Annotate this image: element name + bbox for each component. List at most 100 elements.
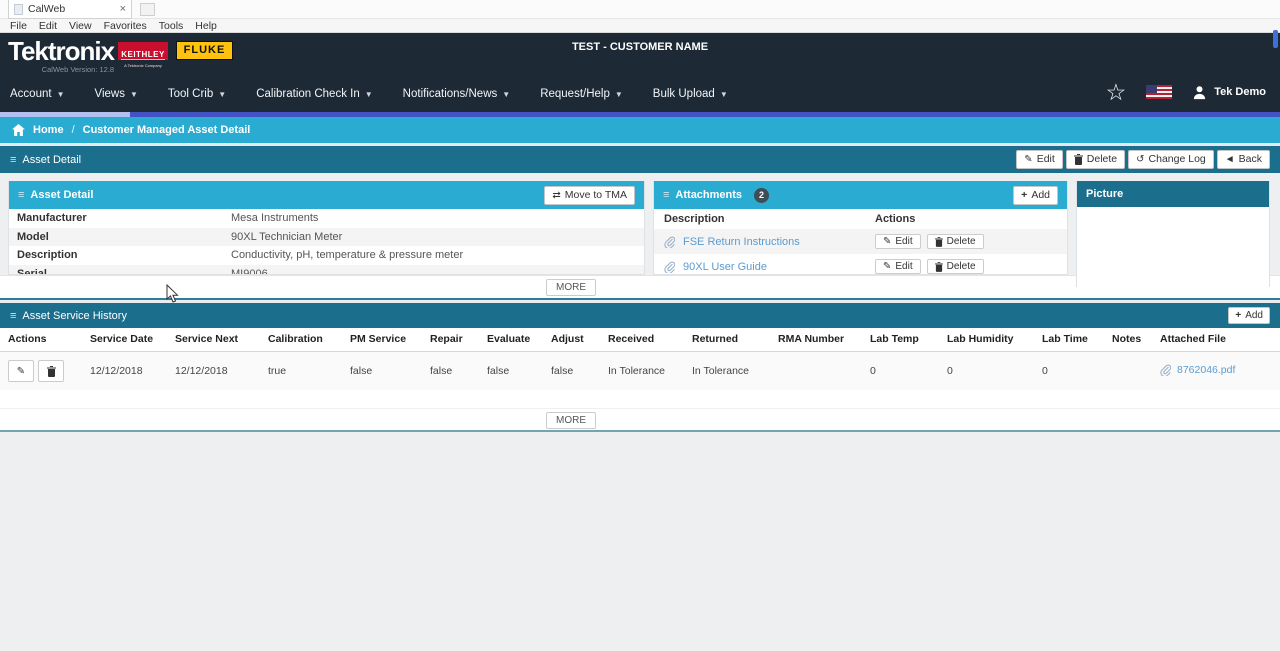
field-model: Model 90XL Technician Meter <box>9 227 644 246</box>
nav-notifications-news[interactable]: Notifications/News ▼ <box>402 88 511 100</box>
service-history-row: ✎ 12/12/2018 12/12/2018 true false false… <box>0 351 1280 390</box>
keithley-logo: KEITHLEY A Tektronix Company <box>118 42 168 68</box>
us-flag-icon[interactable] <box>1146 85 1173 99</box>
attachment-row: 90XL User Guide ✎ Edit Delete <box>654 254 1067 274</box>
toolbar-title: ≡ Asset Detail <box>10 153 82 166</box>
change-log-button[interactable]: ↺ Change Log <box>1128 150 1214 169</box>
cell-calibration: true <box>260 351 342 390</box>
trash-icon <box>1073 154 1083 165</box>
menu-help[interactable]: Help <box>195 19 217 32</box>
nav-bulk-upload[interactable]: Bulk Upload ▼ <box>652 88 728 100</box>
asset-detail-more-button[interactable]: MORE <box>546 279 596 296</box>
service-history-more-button[interactable]: MORE <box>546 412 596 429</box>
attachments-add-button[interactable]: + Add <box>1013 185 1058 205</box>
attachment-delete-button[interactable]: Delete <box>926 259 984 274</box>
nav-tool-crib[interactable]: Tool Crib ▼ <box>167 88 227 100</box>
cell-lab-temp: 0 <box>862 351 939 390</box>
user-menu[interactable]: Tek Demo <box>1192 85 1266 100</box>
delete-button[interactable]: Delete <box>1065 150 1126 169</box>
move-to-tma-button[interactable]: ⇄ Move to TMA <box>544 185 635 205</box>
service-history-header: ≡ Asset Service History + Add <box>0 303 1280 328</box>
environment-title: TEST - CUSTOMER NAME <box>571 41 709 53</box>
chevron-down-icon: ▼ <box>719 89 728 99</box>
pencil-icon: ✎ <box>16 365 26 377</box>
breadcrumb-separator: / <box>71 124 75 136</box>
service-history-table: Actions Service Date Service Next Calibr… <box>0 328 1280 430</box>
pencil-icon: ✎ <box>883 236 892 247</box>
asset-detail-more-strip: MORE <box>0 275 1280 298</box>
trash-icon <box>934 236 943 247</box>
scrollbar-thumb[interactable] <box>1273 30 1278 48</box>
nav-calibration-check-in[interactable]: Calibration Check In ▼ <box>256 88 373 100</box>
attachment-delete-button[interactable]: Delete <box>926 234 984 249</box>
app-header: Tektronix CalWeb Version: 12.8 KEITHLEY … <box>0 33 1280 112</box>
chevron-down-icon: ▼ <box>502 89 511 99</box>
paperclip-icon <box>1160 364 1171 376</box>
picture-placeholder <box>1077 207 1269 287</box>
chevron-down-icon: ▼ <box>614 89 623 99</box>
cell-pm-service: false <box>342 351 422 390</box>
menu-favorites[interactable]: Favorites <box>103 19 147 32</box>
user-icon <box>1194 85 1206 99</box>
attachments-panel: ≡ Attachments 2 + Add Description Actions F… <box>653 181 1068 275</box>
attachment-edit-button[interactable]: ✎ Edit <box>875 234 921 249</box>
cell-service-next: 12/12/2018 <box>167 351 260 390</box>
cell-notes <box>1104 351 1152 390</box>
plus-icon: + <box>1235 310 1242 321</box>
breadcrumb-home[interactable]: Home <box>33 124 64 136</box>
asset-detail-toolbar: ≡ Asset Detail ✎ Edit Delete ↺ Change Log … <box>0 146 1280 173</box>
cell-repair: false <box>422 351 479 390</box>
asset-detail-panel: ≡ Asset Detail ⇄ Move to TMA Manufacturer … <box>8 181 645 275</box>
field-description: Description Conductivity, pH, temperatur… <box>17 249 464 262</box>
header-right: ☆ Tek Demo <box>1105 79 1266 105</box>
nav-request-help[interactable]: Request/Help ▼ <box>540 88 623 100</box>
menu-edit[interactable]: Edit <box>38 19 58 32</box>
breadcrumb-current: Customer Managed Asset Detail <box>82 124 251 136</box>
attachment-link[interactable]: FSE Return Instructions <box>683 235 800 248</box>
back-button[interactable]: ◄ Back <box>1216 150 1270 169</box>
attached-file-link[interactable]: 8762046.pdf <box>1177 363 1236 376</box>
menu-file[interactable]: File <box>10 19 27 32</box>
trash-icon <box>934 261 943 272</box>
toolbar-buttons: ✎ Edit Delete ↺ Change Log ◄ Back <box>1016 150 1270 169</box>
row-delete-button[interactable] <box>38 360 64 382</box>
menu-view[interactable]: View <box>69 19 92 32</box>
tektronix-logo[interactable]: Tektronix CalWeb Version: 12.8 <box>8 36 115 74</box>
nav-account[interactable]: Account ▼ <box>10 88 65 100</box>
edit-button[interactable]: ✎ Edit <box>1016 150 1063 169</box>
menu-tools[interactable]: Tools <box>158 19 184 32</box>
field-manufacturer: Manufacturer Mesa Instruments <box>17 212 319 225</box>
attachment-link[interactable]: 90XL User Guide <box>683 260 767 273</box>
cell-lab-time: 0 <box>1034 351 1104 390</box>
service-history-add-button[interactable]: + Add <box>1228 307 1270 324</box>
list-icon: ≡ <box>18 189 25 201</box>
cell-received: In Tolerance <box>600 351 684 390</box>
back-arrow-icon: ◄ <box>1224 154 1235 165</box>
list-icon: ≡ <box>10 153 17 166</box>
main-nav: Account ▼ Views ▼ Tool Crib ▼ Calibration C… <box>10 88 728 100</box>
tab-close-icon[interactable]: × <box>119 3 126 15</box>
home-icon[interactable] <box>12 124 25 136</box>
new-tab-button[interactable] <box>140 3 155 16</box>
nav-views[interactable]: Views ▼ <box>94 88 138 100</box>
cell-returned: In Tolerance <box>684 351 770 390</box>
browser-menubar: File Edit View Favorites Tools Help <box>0 19 1280 33</box>
tab-title: CalWeb <box>28 3 66 15</box>
cell-attached-file: 8762046.pdf <box>1152 351 1280 390</box>
favorite-star-icon[interactable]: ☆ <box>1105 79 1127 105</box>
attachment-edit-button[interactable]: ✎ Edit <box>875 259 921 274</box>
paperclip-icon <box>664 236 675 248</box>
attachments-count-badge: 2 <box>754 187 770 203</box>
attachment-row: FSE Return Instructions ✎ Edit Delete <box>654 229 1067 254</box>
browser-tab[interactable]: CalWeb × <box>8 0 132 19</box>
chevron-down-icon: ▼ <box>129 89 138 99</box>
page-favicon-icon <box>14 3 23 15</box>
browser-tab-bar: CalWeb × <box>0 0 1280 19</box>
cell-lab-humidity: 0 <box>939 351 1034 390</box>
row-edit-button[interactable]: ✎ <box>8 360 34 382</box>
chevron-down-icon: ▼ <box>56 89 65 99</box>
field-serial: Serial MI9006 <box>9 264 644 274</box>
paperclip-icon <box>664 261 675 273</box>
cell-adjust: false <box>543 351 600 390</box>
